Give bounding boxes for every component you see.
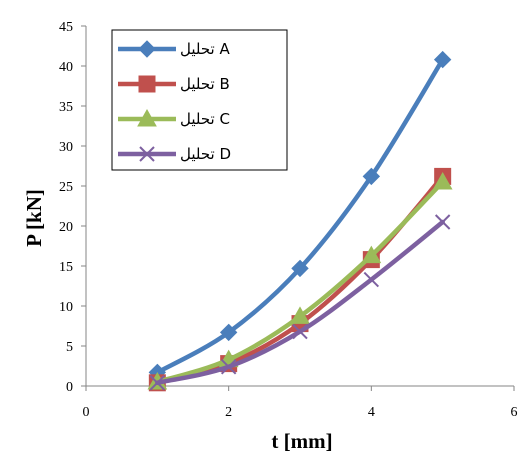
- x-tick-label: 2: [225, 405, 232, 420]
- data-point-marker: [432, 171, 453, 190]
- y-tick-label: 25: [59, 180, 73, 195]
- x-tick-label: 4: [368, 405, 375, 420]
- legend-label: تحليل A: [180, 40, 230, 58]
- legend-box: [111, 29, 288, 171]
- data-point-marker: [363, 271, 380, 288]
- legend-entry: تحليل B: [118, 75, 230, 93]
- x-tick-label: 6: [511, 405, 518, 420]
- y-tick-label: 15: [59, 260, 73, 275]
- data-point-marker: [362, 167, 381, 186]
- x-ticks: 0 2 4 6: [83, 386, 518, 420]
- y-tick-label: 0: [66, 380, 73, 395]
- series-d: [149, 214, 451, 391]
- legend-swatch-marker: [138, 40, 156, 58]
- legend-swatch-marker: [138, 75, 156, 93]
- data-point-marker: [219, 323, 238, 342]
- data-point-marker: [290, 306, 310, 324]
- legend-label: تحليل B: [180, 75, 230, 93]
- legend-label: تحليل C: [180, 110, 230, 128]
- data-point-marker: [291, 259, 309, 278]
- y-ticks: 0 5 10 15 20 25 30 35 40 45: [59, 20, 86, 395]
- data-point-marker: [434, 214, 451, 230]
- y-tick-label: 40: [59, 60, 73, 75]
- data-point-marker: [149, 375, 166, 391]
- x-tick-label: 0: [83, 405, 90, 420]
- legend-swatch-marker: [139, 146, 155, 162]
- legend-label: تحليل D: [180, 145, 231, 163]
- data-point-marker: [433, 50, 452, 69]
- legend-entry: تحليل D: [118, 145, 231, 163]
- series-line: [155, 219, 445, 386]
- data-point-marker: [292, 323, 308, 340]
- series-c: [147, 171, 453, 390]
- data-point-marker: [220, 359, 237, 375]
- y-tick-label: 5: [66, 340, 73, 355]
- y-tick-label: 35: [59, 100, 73, 115]
- y-axis-title: P [kN]: [22, 189, 46, 247]
- y-tick-label: 10: [59, 300, 73, 315]
- series-b: [148, 167, 452, 392]
- legend-entry: تحليل A: [118, 40, 230, 58]
- legend-entry: تحليل C: [118, 108, 230, 128]
- series-layer: [147, 50, 453, 392]
- legend-swatch-marker: [137, 108, 157, 127]
- x-axis-title: t [mm]: [271, 429, 332, 453]
- data-point-marker: [361, 245, 382, 264]
- y-tick-label: 20: [59, 220, 73, 235]
- y-tick-label: 30: [59, 140, 73, 155]
- y-tick-label: 45: [59, 20, 73, 35]
- legend: تحليل A تحليل B تحليل C تحليل D: [111, 29, 288, 171]
